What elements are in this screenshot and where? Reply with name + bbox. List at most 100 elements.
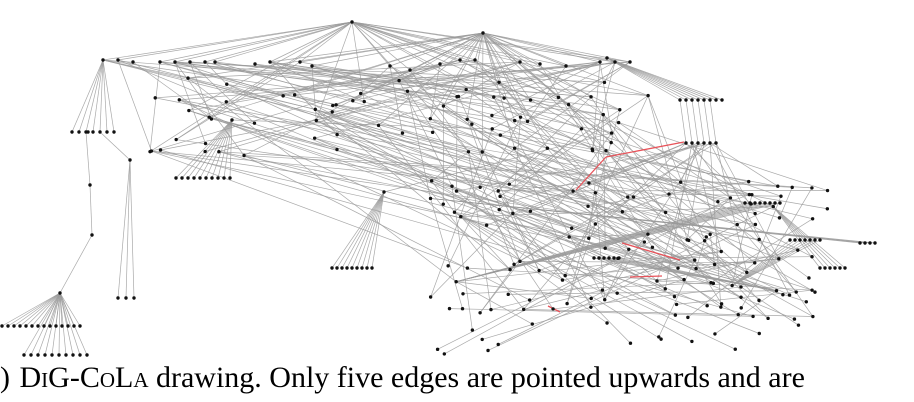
graph-node bbox=[690, 98, 694, 102]
edge bbox=[85, 131, 91, 186]
graph-node bbox=[225, 82, 229, 86]
edge bbox=[283, 32, 484, 97]
graph-node bbox=[777, 257, 781, 261]
graph-node bbox=[481, 31, 485, 35]
caption-method-name: DiG-CoLa bbox=[19, 361, 149, 394]
graph-node bbox=[351, 98, 355, 103]
edge bbox=[606, 57, 711, 101]
graph-node bbox=[492, 95, 496, 99]
graph-node bbox=[676, 266, 680, 270]
edge bbox=[351, 21, 559, 98]
edge bbox=[514, 61, 631, 149]
graph-node bbox=[792, 317, 797, 321]
graph-node bbox=[48, 324, 52, 328]
graph-node bbox=[454, 189, 459, 193]
edge bbox=[315, 108, 645, 243]
graph-node bbox=[714, 98, 718, 102]
graph-node bbox=[600, 288, 605, 292]
edge bbox=[679, 99, 687, 144]
figure-caption: ) DiG-CoLa drawing. Only five edges are … bbox=[0, 358, 914, 402]
graph-node bbox=[793, 238, 797, 242]
graph-node bbox=[496, 342, 500, 347]
graph-node bbox=[808, 238, 812, 242]
graph-node bbox=[587, 181, 591, 185]
graph-node bbox=[203, 60, 207, 64]
graph-node bbox=[655, 279, 659, 283]
graph-node bbox=[458, 58, 462, 62]
edge bbox=[102, 59, 592, 98]
graph-node bbox=[747, 192, 752, 197]
graph-node bbox=[807, 276, 811, 280]
graph-node bbox=[813, 238, 817, 242]
graph-node bbox=[702, 239, 707, 243]
edge bbox=[102, 59, 189, 79]
edge bbox=[187, 77, 457, 283]
edge bbox=[520, 116, 719, 202]
edge bbox=[226, 83, 649, 235]
edge bbox=[351, 191, 385, 269]
edge bbox=[351, 21, 567, 67]
edge bbox=[519, 61, 620, 111]
graph-node bbox=[355, 266, 359, 270]
edge bbox=[498, 240, 705, 345]
graph-node bbox=[447, 306, 452, 311]
edge bbox=[37, 292, 61, 327]
edge bbox=[209, 116, 481, 188]
edge bbox=[316, 120, 676, 316]
edge bbox=[102, 59, 108, 133]
edge bbox=[398, 32, 484, 81]
graph-node bbox=[252, 121, 257, 125]
graph-node bbox=[609, 131, 614, 135]
graph-node bbox=[605, 321, 609, 325]
graph-node bbox=[571, 189, 575, 193]
edge bbox=[188, 21, 353, 111]
edge bbox=[398, 59, 461, 81]
edge bbox=[430, 32, 484, 119]
graph-node bbox=[512, 146, 517, 150]
edge bbox=[187, 32, 484, 79]
edge bbox=[710, 218, 813, 284]
edge bbox=[606, 57, 681, 101]
graph-node bbox=[828, 266, 832, 270]
graph-node bbox=[365, 266, 369, 270]
edge bbox=[482, 32, 601, 63]
edge bbox=[25, 292, 61, 327]
graph-node bbox=[470, 122, 474, 126]
graph-node bbox=[186, 76, 190, 80]
edge bbox=[351, 21, 469, 153]
graph-node bbox=[719, 249, 723, 254]
graph-node bbox=[298, 60, 302, 64]
edge bbox=[676, 289, 813, 305]
edge bbox=[731, 239, 801, 286]
edge bbox=[7, 292, 61, 327]
edge bbox=[356, 191, 385, 269]
edge bbox=[590, 96, 722, 305]
graph-node bbox=[382, 190, 386, 194]
graph-node bbox=[0, 324, 4, 328]
graph-node bbox=[597, 256, 601, 260]
edge bbox=[658, 259, 696, 338]
edge bbox=[188, 61, 521, 79]
graph-node bbox=[71, 353, 75, 357]
edge bbox=[482, 32, 515, 149]
edge bbox=[44, 292, 61, 356]
graph-node bbox=[628, 341, 633, 345]
graph-node bbox=[43, 353, 47, 357]
graph-node bbox=[498, 194, 502, 199]
graph-node bbox=[42, 324, 46, 328]
edge bbox=[454, 211, 693, 342]
edge bbox=[467, 118, 634, 198]
edge bbox=[352, 65, 391, 101]
edge bbox=[294, 94, 813, 220]
graph-node bbox=[428, 117, 433, 121]
edge bbox=[174, 21, 353, 63]
edge bbox=[512, 142, 687, 214]
graph-node bbox=[602, 80, 607, 85]
graph-node bbox=[174, 176, 178, 180]
edge bbox=[243, 32, 484, 156]
graph-node bbox=[84, 130, 88, 134]
edge bbox=[430, 213, 514, 298]
edge bbox=[151, 150, 596, 194]
edge bbox=[159, 61, 592, 98]
graph-node bbox=[788, 238, 792, 242]
